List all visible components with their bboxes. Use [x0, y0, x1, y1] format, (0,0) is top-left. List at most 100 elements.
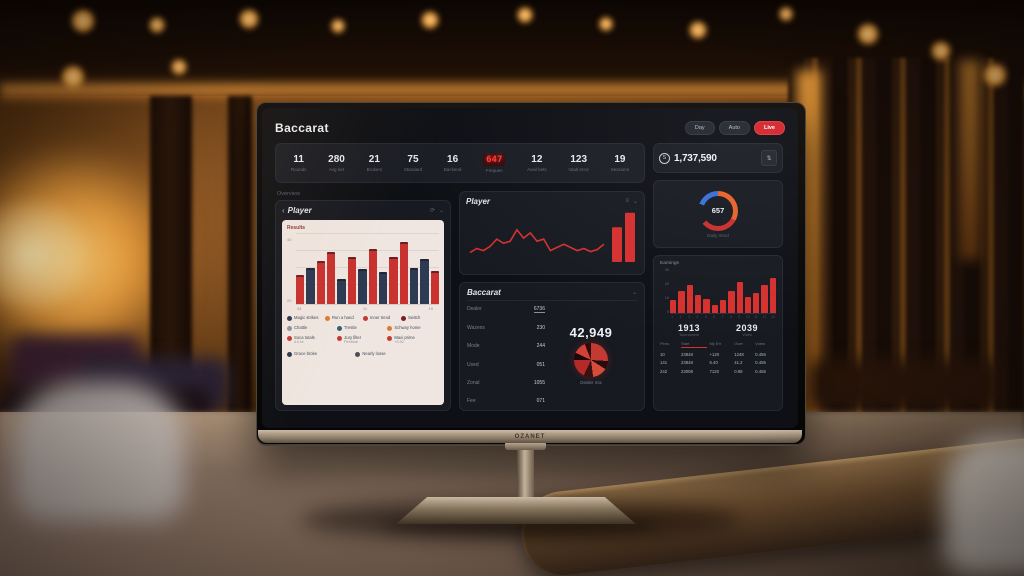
refresh-icon[interactable]: ⟳: [429, 208, 435, 214]
table-cell: 23008: [680, 368, 693, 374]
table-row: Used 051: [467, 362, 545, 368]
bar: [358, 269, 367, 304]
table-row: Wazens 230: [467, 325, 545, 331]
legend-item: Run a hand: [325, 315, 363, 321]
bokeh-light: [70, 8, 96, 34]
bar: [703, 298, 710, 313]
bar: [430, 270, 440, 304]
results-card: Results 40 20 04 11 19 Magic strikes Run a h…: [282, 220, 444, 405]
bokeh-light: [688, 20, 708, 40]
legend-label: Magic strikes: [294, 315, 319, 320]
table-row: Dealer 6736: [467, 306, 545, 313]
legend-item: Magic strikes: [287, 315, 325, 321]
bar: [769, 277, 777, 313]
table-header-cell: Over: [734, 341, 743, 346]
bar: [327, 252, 336, 304]
stat-brokers: 21 Brokers: [367, 154, 383, 172]
stat-label: Sessions: [610, 167, 630, 172]
earnings-number: 2039 Votes: [736, 323, 758, 337]
bokeh-light: [330, 18, 346, 34]
section-label: Overview: [277, 191, 300, 197]
x-tick: 2: [679, 315, 682, 319]
back-chevron-icon[interactable]: ‹: [282, 205, 285, 215]
earnings-number-caption: Tournament: [678, 333, 700, 337]
legend-label: Nearly loose: [362, 350, 386, 356]
stat-label: Standard: [403, 167, 423, 172]
donut-card: 657 Daily trend: [653, 180, 783, 248]
bar: [753, 292, 760, 313]
table-cell: 242: [660, 368, 668, 374]
bar: [399, 241, 408, 304]
legend-dot: [387, 336, 393, 341]
bokeh-light: [148, 16, 166, 34]
pie-caption: Dealer mix: [580, 380, 602, 385]
bokeh-light: [238, 8, 260, 30]
legend-item: Chattle: [287, 325, 337, 331]
x-tick: 4: [696, 315, 699, 319]
x-tick: 1: [671, 315, 674, 319]
header-pill-auto[interactable]: Auto: [718, 121, 750, 135]
row-label: Mode: [467, 343, 480, 350]
trend-end-bar: [612, 227, 622, 262]
header-pill-day[interactable]: Day: [684, 121, 715, 135]
donut-hole: 657: [703, 195, 733, 226]
chevron-down-icon[interactable]: ⌄: [631, 290, 637, 296]
bar: [670, 299, 677, 313]
bar: [409, 267, 419, 304]
x-tick: 04: [297, 306, 302, 311]
bar: [420, 259, 429, 304]
legend-item: Jury filter Fireblue: [337, 335, 387, 345]
stat-value: 75: [407, 154, 419, 165]
bar: [306, 267, 315, 304]
dashboard-screen: Baccarat Day Auto Live 11 Rounds 280 Avg bet 2…: [262, 108, 798, 428]
stat-value: 19: [614, 154, 626, 165]
legend-dot: [287, 336, 292, 341]
legend-label: Jury filter Fireblue: [344, 335, 362, 345]
bar: [678, 291, 685, 313]
stat-value: 280: [328, 154, 345, 165]
earnings-number-value: 1913: [677, 323, 701, 333]
y-tick: 5: [666, 310, 669, 314]
coin-icon: S: [659, 152, 670, 164]
stat-value: 21: [368, 154, 380, 165]
page-title: Baccarat: [275, 121, 329, 135]
earnings-number: 1913 Tournament: [678, 323, 700, 337]
earnings-table: Pens Start My Err Over Votes 10 23848 +120 1248 0…: [660, 341, 776, 374]
trend-end-bar: [625, 212, 635, 262]
legend-sublabel: +0.02: [394, 340, 404, 345]
chair: [14, 382, 184, 522]
chevron-down-icon[interactable]: ⌄: [438, 208, 444, 214]
table-cell: 0.455: [755, 360, 766, 365]
header-pill-live[interactable]: Live: [753, 121, 785, 135]
bokeh-light: [598, 16, 614, 32]
bokeh-light: [982, 62, 1008, 88]
table-cell: 23848: [680, 360, 693, 365]
header-pill-group: Day Auto Live: [684, 121, 785, 135]
bar: [686, 285, 693, 313]
bar: [389, 256, 398, 304]
results-y-axis: 40 20: [287, 233, 296, 305]
legend-sublabel: Fireblue: [344, 340, 358, 345]
bar: [694, 295, 702, 313]
row-label: Wazens: [467, 325, 485, 332]
balance-sort-button[interactable]: ⇅: [761, 150, 777, 166]
bar: [761, 285, 768, 313]
results-chart-title: Results: [287, 225, 306, 231]
legend-dot: [287, 326, 292, 331]
x-tick: 9: [738, 315, 741, 319]
legend-dot: [387, 326, 393, 331]
table-cell: 10: [660, 351, 665, 357]
row-label: Dealer: [467, 306, 482, 312]
table-row: Zonal 1055: [467, 380, 545, 386]
donut-center-value: 657: [711, 206, 725, 215]
menu-icon[interactable]: ≡: [625, 198, 629, 204]
stat-sessions: 19 Sessions: [611, 154, 629, 172]
x-tick: 6: [713, 315, 716, 319]
stat-value: 16: [447, 154, 459, 165]
baccarat-panel: Baccarat ⌄ Dealer 6736 Wazens 230 Mode 244 Use…: [459, 282, 645, 411]
dashboard-header: Baccarat Day Auto Live: [275, 117, 785, 139]
legend-label: Schway home: [394, 325, 421, 330]
trend-line: [469, 228, 605, 254]
chevron-down-icon[interactable]: ⌄: [632, 199, 638, 205]
